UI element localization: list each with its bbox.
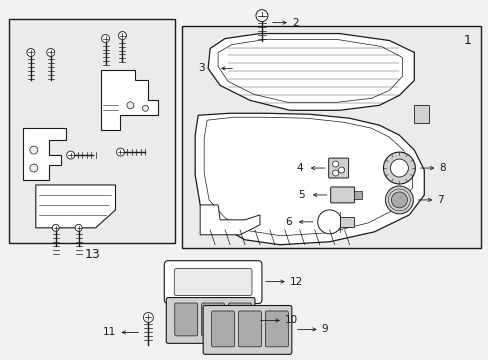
FancyBboxPatch shape xyxy=(265,311,288,347)
Text: 12: 12 xyxy=(289,276,303,287)
Circle shape xyxy=(47,49,55,57)
FancyBboxPatch shape xyxy=(164,261,262,303)
Circle shape xyxy=(255,10,267,22)
Text: 10: 10 xyxy=(285,315,297,325)
FancyBboxPatch shape xyxy=(174,269,251,296)
Ellipse shape xyxy=(383,152,414,184)
Circle shape xyxy=(30,164,38,172)
Text: 3: 3 xyxy=(198,63,205,73)
Polygon shape xyxy=(101,71,158,130)
FancyBboxPatch shape xyxy=(174,303,197,336)
Circle shape xyxy=(116,148,124,156)
Text: 13: 13 xyxy=(84,248,100,261)
Bar xyxy=(413,105,428,123)
Circle shape xyxy=(385,186,412,214)
Circle shape xyxy=(27,49,35,57)
Text: 4: 4 xyxy=(296,163,302,173)
Circle shape xyxy=(338,167,344,173)
Circle shape xyxy=(102,35,109,42)
Bar xyxy=(182,26,480,248)
FancyBboxPatch shape xyxy=(330,187,354,203)
Circle shape xyxy=(332,161,338,167)
Bar xyxy=(353,191,361,199)
Text: 7: 7 xyxy=(436,195,443,205)
Text: 5: 5 xyxy=(298,190,304,200)
Circle shape xyxy=(75,224,82,231)
Text: 2: 2 xyxy=(291,18,298,28)
Circle shape xyxy=(66,151,75,159)
Circle shape xyxy=(52,224,59,231)
Bar xyxy=(339,217,353,227)
Text: 1: 1 xyxy=(462,33,470,46)
Circle shape xyxy=(143,312,153,323)
Bar xyxy=(9,19,175,243)
Polygon shape xyxy=(36,185,115,228)
Polygon shape xyxy=(23,128,65,180)
Circle shape xyxy=(127,102,134,109)
Circle shape xyxy=(30,146,38,154)
FancyBboxPatch shape xyxy=(201,303,224,336)
Circle shape xyxy=(332,170,338,176)
Ellipse shape xyxy=(389,159,407,177)
FancyBboxPatch shape xyxy=(238,311,261,347)
Polygon shape xyxy=(208,33,413,110)
Text: 11: 11 xyxy=(103,327,116,337)
FancyBboxPatch shape xyxy=(328,158,348,178)
Polygon shape xyxy=(200,205,260,235)
Circle shape xyxy=(390,192,407,208)
Circle shape xyxy=(118,32,126,40)
Text: 6: 6 xyxy=(285,217,291,227)
Polygon shape xyxy=(195,113,424,245)
Text: 9: 9 xyxy=(321,324,327,334)
Text: 8: 8 xyxy=(438,163,445,173)
Circle shape xyxy=(317,210,341,234)
FancyBboxPatch shape xyxy=(166,298,254,343)
FancyBboxPatch shape xyxy=(211,311,234,347)
Circle shape xyxy=(142,105,148,111)
FancyBboxPatch shape xyxy=(228,303,251,336)
FancyBboxPatch shape xyxy=(203,306,291,354)
